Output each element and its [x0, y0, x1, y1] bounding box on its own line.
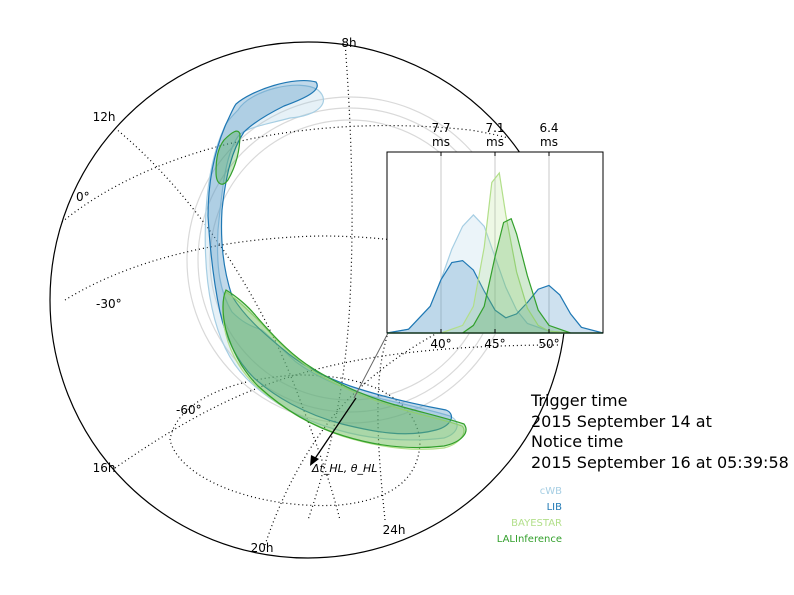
sky-region-lalinference — [222, 289, 467, 449]
baseline-arrow — [310, 397, 357, 466]
inset-x-tick-label: 50° — [538, 337, 559, 351]
ra-label-8h: 8h — [341, 36, 356, 50]
inset-leader-line — [353, 332, 389, 399]
ra-label-20h: 20h — [251, 541, 274, 555]
baseline-label: Δt_HL, θ_HL — [311, 462, 377, 475]
legend-entry: LALInference — [496, 534, 562, 545]
inset-top-tick-label: 7.1 — [485, 121, 504, 135]
ra-label-24h: 24h — [383, 523, 406, 537]
inset-area-lib — [386, 259, 604, 334]
ra-line-8h — [307, 42, 353, 521]
inset-top-tick-unit: ms — [432, 135, 450, 149]
notice-value: 2015 September 16 at 05:39:58 — [531, 453, 789, 472]
dec-label-m30: -30° — [96, 297, 122, 311]
inset-top-tick-unit: ms — [540, 135, 558, 149]
dec-label-m60: -60° — [176, 403, 202, 417]
sky-region-lalinference — [215, 130, 241, 185]
legend-entry: cWB — [539, 486, 562, 497]
trigger-label: Trigger time — [531, 391, 628, 410]
dec-label-0: 0° — [76, 190, 90, 204]
inset-top-tick-label: 6.4 — [539, 121, 558, 135]
inset-area-bayestar — [387, 171, 603, 334]
legend-entry: BAYESTAR — [511, 518, 562, 529]
inset-area-lalinference — [387, 217, 603, 334]
inset-gridlines — [440, 152, 550, 333]
inset-top-tick-label: 7.7 — [431, 121, 450, 135]
inset-areas — [386, 171, 604, 334]
ra-label-16h: 16h — [93, 461, 116, 475]
ra-line-24h — [377, 229, 471, 521]
inset-top-tick-unit: ms — [486, 135, 504, 149]
ra-label-12h: 12h — [93, 110, 116, 124]
legend-entry: LIB — [546, 502, 562, 513]
inset-x-tick-label: 45° — [484, 337, 505, 351]
sky-regions — [204, 80, 467, 450]
ra-line-12h — [114, 127, 341, 521]
sky-region-lib — [207, 80, 453, 435]
notice-label: Notice time — [531, 432, 624, 451]
inset-x-tick-label: 40° — [430, 337, 451, 351]
sky-region-cwb — [204, 84, 458, 441]
trigger-value: 2015 September 14 at — [531, 412, 712, 431]
